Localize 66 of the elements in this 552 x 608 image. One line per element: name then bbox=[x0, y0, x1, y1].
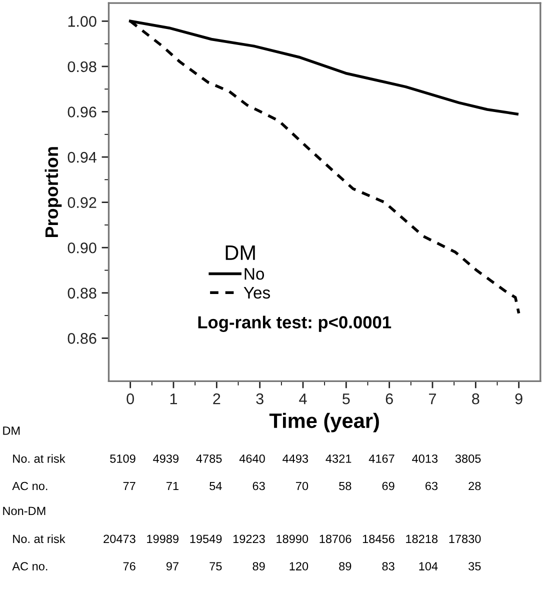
y-tick-label: 0.86 bbox=[68, 333, 96, 344]
text: 18218 bbox=[406, 534, 438, 544]
text: No. at risk bbox=[13, 454, 66, 463]
text: 20473 bbox=[104, 534, 136, 544]
text: 18990 bbox=[276, 534, 308, 544]
text: 83 bbox=[382, 562, 394, 570]
legend-label: Yes bbox=[244, 287, 270, 299]
y-tick-label: 0.90 bbox=[68, 242, 96, 254]
text: 4167 bbox=[368, 454, 394, 463]
y-tick-label: 0.96 bbox=[68, 106, 96, 118]
x-tick-label: 1 bbox=[170, 394, 177, 404]
text: 4321 bbox=[326, 454, 352, 463]
text: 54 bbox=[210, 482, 222, 490]
text: 71 bbox=[166, 482, 178, 490]
text: 35 bbox=[468, 562, 481, 570]
y-tick-label: 0.98 bbox=[68, 61, 96, 72]
legend-title: DM bbox=[226, 246, 255, 260]
x-tick-label: 8 bbox=[472, 393, 480, 404]
text: 69 bbox=[382, 482, 394, 490]
y-tick-label: 1.00 bbox=[68, 16, 96, 27]
text: 77 bbox=[123, 482, 136, 490]
x-tick-label: 0 bbox=[126, 393, 134, 404]
x-tick-label: 4 bbox=[299, 394, 307, 404]
y-tick-label: 0.94 bbox=[68, 152, 96, 163]
text: 76 bbox=[123, 562, 136, 570]
text: 3805 bbox=[455, 454, 481, 463]
y-axis-title: Proportion bbox=[44, 147, 62, 238]
text: 75 bbox=[210, 562, 222, 570]
y-tick-label: 0.88 bbox=[68, 288, 96, 299]
x-tick-label: 7 bbox=[429, 394, 436, 404]
x-tick-label: 5 bbox=[342, 394, 350, 404]
text: DM bbox=[3, 426, 20, 435]
text: 4939 bbox=[153, 454, 178, 463]
text: No. at risk bbox=[13, 534, 66, 544]
x-tick-label: 2 bbox=[213, 393, 220, 404]
text: 89 bbox=[252, 562, 265, 570]
text: Non-DM bbox=[3, 506, 46, 516]
text: 63 bbox=[426, 482, 438, 490]
text: 19549 bbox=[190, 534, 222, 544]
text: 4013 bbox=[412, 454, 438, 463]
text: 97 bbox=[166, 562, 178, 570]
text: 4493 bbox=[282, 454, 308, 463]
x-tick-label: 3 bbox=[256, 393, 264, 404]
text: AC no. bbox=[12, 562, 48, 570]
text: 63 bbox=[252, 482, 265, 490]
text: AC no. bbox=[12, 482, 48, 490]
text: 89 bbox=[339, 562, 352, 570]
text: 17830 bbox=[449, 534, 481, 544]
text: 18706 bbox=[320, 534, 352, 544]
text: 19223 bbox=[233, 534, 265, 544]
text: 104 bbox=[419, 562, 438, 570]
y-tick-label: 0.92 bbox=[68, 197, 96, 208]
text: 28 bbox=[468, 482, 481, 490]
x-tick-label: 6 bbox=[386, 393, 393, 404]
text: 70 bbox=[296, 482, 308, 490]
text: 58 bbox=[339, 482, 352, 490]
x-tick-label: 9 bbox=[515, 393, 522, 404]
text: 120 bbox=[290, 562, 308, 570]
text: 5109 bbox=[110, 454, 136, 463]
text: 19989 bbox=[147, 534, 178, 544]
text: 18456 bbox=[362, 534, 394, 544]
x-axis-title: Time (year) bbox=[269, 412, 379, 432]
annotation: Log-rank test: p<0.0001 bbox=[198, 316, 392, 332]
text: 4785 bbox=[196, 454, 222, 463]
legend-label: No bbox=[244, 268, 264, 280]
text: 4640 bbox=[239, 454, 265, 463]
